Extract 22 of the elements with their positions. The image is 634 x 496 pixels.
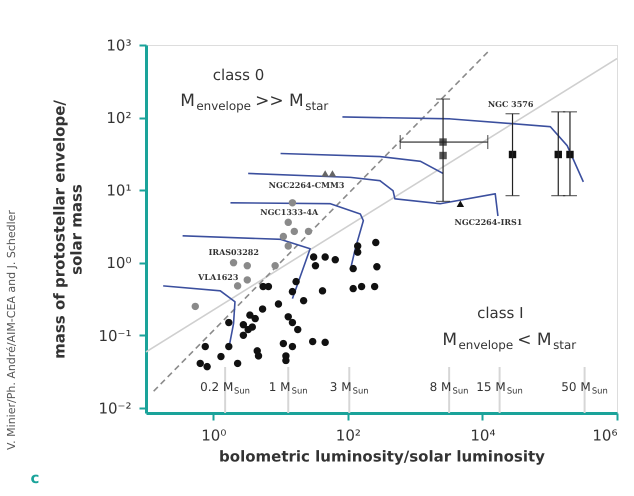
annotation: NGC2264-CMM3 — [268, 180, 345, 190]
y-axis-title: mass of protostellar envelope/ solar mass — [50, 100, 86, 359]
y-tick-label: 10³ — [106, 36, 132, 54]
x-tick-label: 10⁶ — [592, 426, 618, 444]
annotation: class I — [477, 304, 524, 322]
text: c — [30, 469, 40, 487]
annotation: NGC2264-IRS1 — [454, 217, 522, 227]
y-tick-label: 10⁻² — [98, 399, 132, 418]
annotation: class 0 — [212, 66, 264, 84]
annotation: NGC 3576 — [488, 99, 534, 109]
y-tick-label: 10² — [106, 109, 132, 128]
annotation: NGC1333-4A — [260, 207, 319, 217]
annotation: VLA1623 — [197, 272, 239, 282]
x-tick-label: 10⁰ — [201, 426, 226, 444]
x-tick-label: 10⁴ — [470, 426, 496, 444]
x-axis-title: bolometric luminosity/solar luminosity — [219, 448, 546, 466]
y-tick-label: 10¹ — [106, 182, 132, 200]
y-tick-label: 10⁰ — [106, 254, 132, 272]
annotation: IRAS03282 — [208, 247, 259, 257]
text: V. Minier/Ph. André/AIM-CEA and J. Schedler — [5, 210, 18, 450]
x-tick-label: 10² — [336, 426, 361, 444]
y-tick-label: 10⁻¹ — [98, 326, 132, 345]
